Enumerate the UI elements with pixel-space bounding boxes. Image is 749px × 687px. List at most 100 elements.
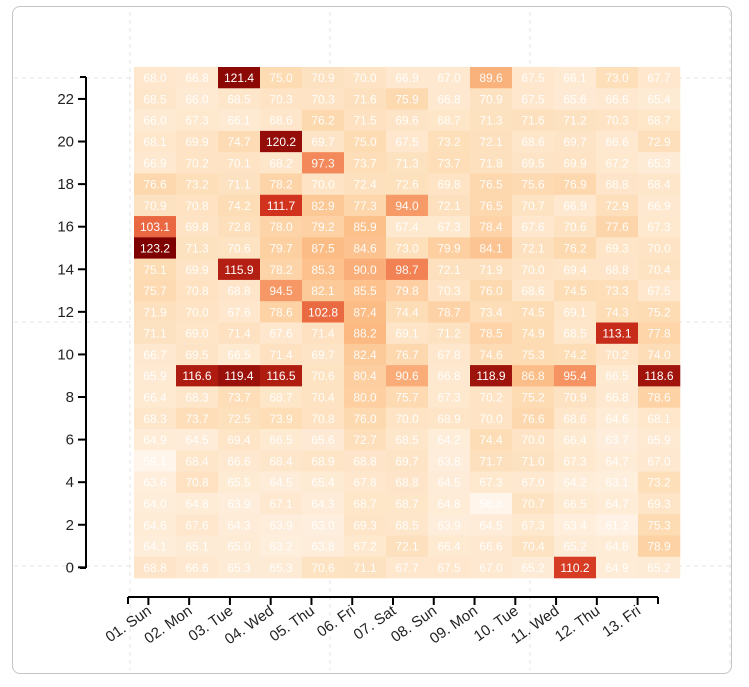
cell-value-label: 63.7 — [605, 433, 629, 447]
heatmap-cell — [260, 386, 303, 408]
cell-value-label: 66.5 — [605, 369, 629, 383]
heatmap-cell — [470, 67, 513, 89]
cell-value-label: 70.0 — [395, 412, 419, 426]
cell-value-label: 72.1 — [479, 135, 503, 149]
cell-value-label: 78.5 — [479, 327, 503, 341]
heatmap-cell — [638, 365, 681, 387]
heatmap-cell — [344, 152, 387, 174]
cell-value-label: 67.3 — [479, 476, 503, 490]
cell-value-label: 78.0 — [269, 220, 293, 234]
heatmap-cell — [176, 194, 219, 217]
heatmap-cell — [638, 130, 681, 153]
heatmap-cell — [344, 279, 387, 302]
cell-value-label: 71.3 — [479, 114, 503, 128]
cell-value-label: 75.9 — [395, 92, 419, 106]
heatmap-cell — [302, 216, 345, 238]
heatmap-cell — [218, 556, 261, 579]
cell-value-label: 64.3 — [227, 518, 251, 532]
cell-value-label: 76.2 — [563, 241, 587, 255]
y-tick-label: 22 — [57, 91, 74, 108]
heatmap-cell — [260, 194, 303, 217]
cell-value-label: 72.8 — [227, 220, 251, 234]
heatmap-cell — [512, 428, 555, 451]
cell-value-label: 66.6 — [605, 135, 629, 149]
cell-value-label: 68.8 — [353, 454, 377, 468]
cell-value-label: 67.0 — [479, 561, 503, 575]
cell-value-label: 63.6 — [143, 476, 167, 490]
cell-value-label: 68.7 — [395, 497, 419, 511]
heatmap-cell — [596, 407, 639, 430]
heatmap-cell — [512, 130, 555, 153]
cell-value-label: 63.4 — [563, 518, 587, 532]
heatmap-cell — [596, 535, 639, 558]
heatmap-cell — [512, 471, 555, 494]
cell-value-label: 68.4 — [269, 454, 293, 468]
cell-value-label: 73.4 — [479, 305, 503, 319]
cell-value-label: 78.4 — [479, 220, 503, 234]
cell-value-label: 79.2 — [311, 220, 335, 234]
heatmap-cell — [470, 514, 513, 536]
cell-value-label: 65.2 — [563, 540, 587, 554]
heatmap-cell — [344, 407, 387, 430]
cell-value-label: 71.6 — [521, 114, 545, 128]
heatmap-cell — [596, 386, 639, 408]
cell-value-label: 71.1 — [143, 327, 167, 341]
heatmap-cell — [218, 514, 261, 536]
heatmap-cell — [134, 343, 177, 366]
cell-value-label: 71.1 — [353, 561, 377, 575]
heatmap-cell — [428, 535, 471, 558]
heatmap-cell — [134, 535, 177, 558]
heatmap-cell — [512, 67, 555, 89]
cell-value-label: 71.2 — [563, 114, 587, 128]
x-tick-label: 13. Fri — [599, 602, 644, 640]
heatmap-cell — [176, 471, 219, 494]
cell-value-label: 68.8 — [605, 263, 629, 277]
cell-value-label: 70.0 — [353, 71, 377, 85]
heatmap-cell — [554, 194, 597, 217]
heatmap-cells — [134, 67, 681, 579]
cell-value-label: 82.9 — [311, 199, 335, 213]
heatmap-cell — [596, 152, 639, 174]
cell-value-label: 68.9 — [311, 454, 335, 468]
heatmap-cell — [638, 322, 681, 345]
heatmap-cell — [596, 237, 639, 259]
heatmap-cell — [512, 88, 555, 110]
cell-value-label: 70.9 — [143, 199, 167, 213]
cell-value-label: 119.4 — [224, 369, 253, 383]
cell-value-label: 67.7 — [395, 561, 419, 575]
cell-value-label: 74.5 — [563, 284, 587, 298]
heatmap-cell — [302, 471, 345, 494]
cell-value-label: 88.2 — [353, 327, 377, 341]
heatmap-cell — [512, 237, 555, 259]
heatmap-cell — [638, 152, 681, 174]
cell-value-label: 66.6 — [479, 540, 503, 554]
cell-value-label: 66.7 — [143, 348, 167, 362]
cell-value-label: 65.3 — [269, 561, 293, 575]
heatmap-cell — [554, 556, 597, 579]
cell-value-label: 89.6 — [479, 71, 503, 85]
cell-value-label: 71.6 — [353, 92, 377, 106]
y-tick-label: 18 — [57, 176, 74, 193]
heatmap-cell — [512, 407, 555, 430]
heatmap-cell — [554, 109, 597, 132]
heatmap-cell — [260, 556, 303, 579]
cell-value-label: 68.5 — [395, 518, 419, 532]
cell-value-label: 113.1 — [602, 327, 631, 341]
cell-value-label: 76.9 — [563, 178, 587, 192]
heatmap-cell — [512, 322, 555, 345]
cell-value-label: 82.4 — [353, 348, 377, 362]
heatmap-cell — [596, 173, 639, 196]
heatmap-cell — [428, 556, 471, 579]
cell-value-label: 70.2 — [479, 391, 503, 405]
heatmap-cell — [470, 365, 513, 387]
heatmap-cell — [176, 535, 219, 558]
heatmap-cell — [554, 279, 597, 302]
x-tick-label: 06. Fri — [314, 602, 359, 640]
heatmap-cell — [134, 407, 177, 430]
heatmap-cell — [176, 279, 219, 302]
heatmap-cell — [344, 450, 387, 472]
cell-value-label: 67.0 — [521, 476, 545, 490]
cell-value-label: 64.0 — [143, 497, 167, 511]
heatmap-cell — [176, 216, 219, 238]
heatmap-cell — [638, 279, 681, 302]
